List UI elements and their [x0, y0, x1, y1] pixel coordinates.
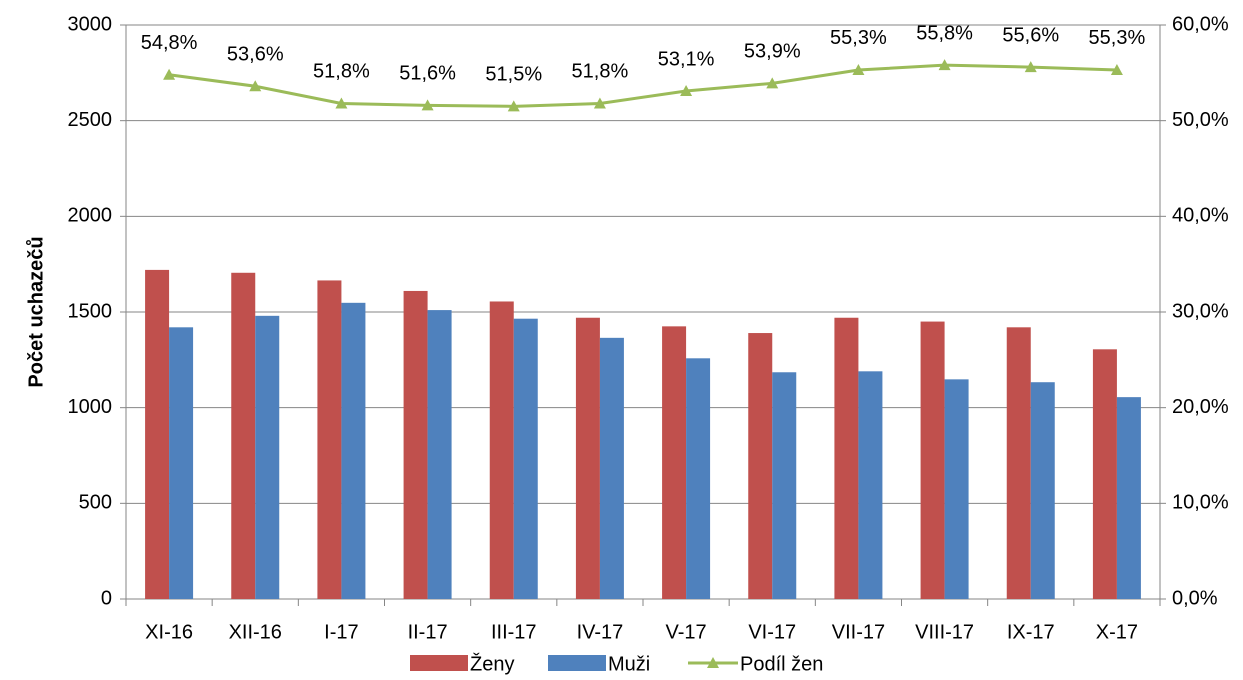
legend-label: Ženy	[470, 652, 514, 675]
bar	[662, 326, 687, 599]
marker	[593, 97, 606, 109]
bar	[748, 333, 773, 599]
bar	[834, 317, 859, 599]
data-label: 55,8%	[916, 22, 973, 44]
marker	[335, 97, 348, 109]
bar	[575, 317, 600, 599]
y-tick-label: 1500	[68, 300, 113, 322]
bar	[772, 372, 797, 599]
marker	[507, 100, 520, 112]
data-label: 53,6%	[227, 44, 284, 66]
data-label: 54,8%	[141, 32, 198, 54]
data-label: 53,9%	[744, 41, 801, 63]
bar	[255, 315, 280, 599]
legend-marker	[707, 657, 719, 668]
marker	[1110, 63, 1123, 75]
legend-swatch	[548, 655, 606, 671]
legend-label: Muži	[608, 653, 650, 675]
y2-tick-label: 0,0%	[1172, 587, 1218, 609]
legend-swatch	[410, 655, 468, 671]
marker	[766, 77, 779, 89]
bar	[489, 301, 514, 599]
x-tick-label: I-17	[324, 621, 358, 643]
marker	[421, 99, 434, 111]
y-tick-label: 2500	[68, 109, 113, 131]
bar	[169, 327, 194, 599]
bar	[1030, 382, 1055, 599]
data-label: 51,8%	[313, 61, 370, 83]
x-tick-label: XII-16	[229, 621, 282, 643]
bar	[231, 272, 256, 599]
y-tick-label: 2000	[68, 205, 113, 227]
y2-tick-label: 30,0%	[1172, 300, 1229, 322]
x-tick-label: VII-17	[832, 621, 885, 643]
marker	[249, 80, 262, 92]
y2-tick-label: 50,0%	[1172, 109, 1229, 131]
x-tick-label: III-17	[491, 621, 537, 643]
data-label: 51,6%	[399, 63, 456, 85]
data-label: 55,6%	[1002, 24, 1059, 46]
y-tick-label: 500	[79, 492, 112, 514]
bar	[920, 321, 945, 599]
data-label: 55,3%	[1089, 27, 1146, 49]
bar	[341, 302, 366, 599]
data-label: 53,1%	[658, 48, 715, 70]
y2-tick-label: 10,0%	[1172, 492, 1229, 514]
marker	[938, 59, 951, 71]
x-tick-label: V-17	[666, 621, 707, 643]
bar	[403, 290, 428, 599]
x-tick-label: VIII-17	[915, 621, 974, 643]
x-tick-label: XI-16	[145, 621, 193, 643]
y-tick-label: 1000	[68, 396, 113, 418]
y-tick-label: 0	[101, 587, 112, 609]
legend-label: Podíl žen	[740, 653, 823, 675]
bar	[1116, 397, 1141, 599]
x-tick-label: X-17	[1096, 621, 1138, 643]
y-tick-label: 3000	[68, 13, 113, 35]
bar	[599, 337, 624, 599]
y2-tick-label: 20,0%	[1172, 396, 1229, 418]
marker	[1024, 61, 1037, 73]
bar	[427, 310, 452, 599]
x-tick-label: II-17	[408, 621, 448, 643]
line	[168, 63, 1117, 108]
data-label: 55,3%	[830, 27, 887, 49]
bar	[1006, 327, 1031, 599]
bar	[145, 269, 170, 599]
x-tick-label: VI-17	[748, 621, 796, 643]
x-tick-label: IX-17	[1007, 621, 1055, 643]
bar	[858, 371, 883, 599]
bar	[513, 318, 538, 599]
data-label: 51,5%	[485, 64, 542, 86]
data-label: 51,8%	[572, 61, 629, 83]
y2-tick-label: 40,0%	[1172, 205, 1229, 227]
x-tick-label: IV-17	[577, 621, 624, 643]
bar	[1092, 349, 1117, 599]
marker	[680, 85, 693, 97]
bar	[317, 280, 342, 599]
y2-tick-label: 60,0%	[1172, 13, 1229, 35]
bar	[944, 379, 969, 599]
bar	[686, 358, 711, 599]
marker	[163, 68, 176, 80]
marker	[852, 63, 865, 75]
y-axis-label: Počet uchazečů	[25, 236, 47, 387]
